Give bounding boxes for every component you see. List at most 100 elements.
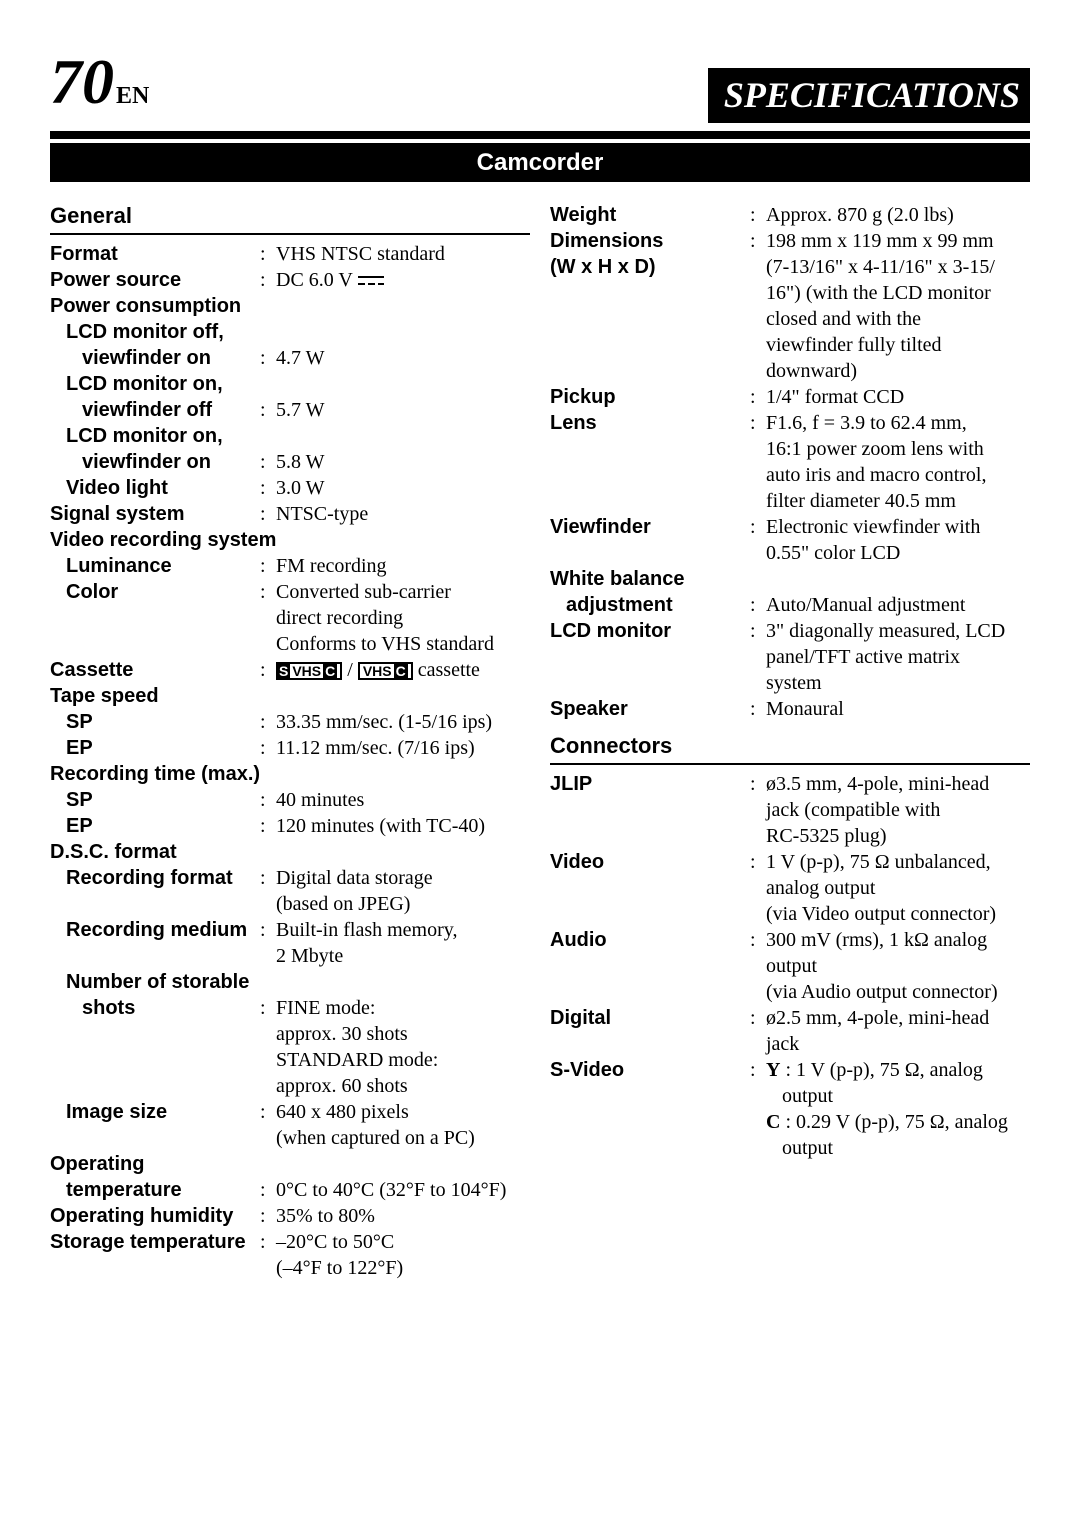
- value-dimensions-3: 16") (with the LCD monitor: [766, 280, 1030, 306]
- page-title: SPECIFICATIONS: [708, 68, 1030, 123]
- value-image-size-1: 640 x 480 pixels: [276, 1099, 530, 1125]
- value-lens-2: 16:1 power zoom lens with: [766, 436, 1030, 462]
- value-jlip-2: jack (compatible with: [766, 797, 1030, 823]
- value-weight: Approx. 870 g (2.0 lbs): [766, 202, 1030, 228]
- label-lcd-on-vf-off-1: LCD monitor on,: [66, 371, 546, 397]
- value-lens-1: F1.6, f = 3.9 to 62.4 mm,: [766, 410, 1030, 436]
- label-color: Color: [66, 579, 260, 605]
- label-ep: EP: [66, 735, 260, 761]
- value-dimensions-2: (7-13/16" x 4-11/16" x 3-15/: [766, 254, 1030, 280]
- label-dimensions-1: Dimensions: [550, 228, 750, 254]
- value-video-1: 1 V (p-p), 75 Ω unbalanced,: [766, 849, 1030, 875]
- value-rec-format-2: (based on JPEG): [276, 891, 530, 917]
- label-storage-temp: Storage temperature: [50, 1229, 260, 1255]
- value-dimensions-6: downward): [766, 358, 1030, 384]
- left-column: General Format:VHS NTSC standard Power s…: [50, 192, 530, 1281]
- right-column: Weight:Approx. 870 g (2.0 lbs) Dimension…: [550, 192, 1030, 1281]
- value-color-1: Converted sub-carrier: [276, 579, 530, 605]
- value-num-shots-3: STANDARD mode:: [276, 1047, 530, 1073]
- label-audio: Audio: [550, 927, 750, 953]
- value-lcd-monitor-2: panel/TFT active matrix: [766, 644, 1030, 670]
- value-digital-1: ø2.5 mm, 4-pole, mini-head: [766, 1005, 1030, 1031]
- label-lcd-on-vf-off-2: viewfinder off: [82, 397, 260, 423]
- label-power-consumption: Power consumption: [50, 293, 530, 319]
- label-format: Format: [50, 241, 260, 267]
- label-dimensions-2: (W x H x D): [550, 254, 750, 280]
- value-format: VHS NTSC standard: [276, 241, 530, 267]
- value-luminance: FM recording: [276, 553, 530, 579]
- value-wb: Auto/Manual adjustment: [766, 592, 1030, 618]
- value-rec-medium-1: Built-in flash memory,: [276, 917, 530, 943]
- value-num-shots-2: approx. 30 shots: [276, 1021, 530, 1047]
- value-digital-2: jack: [766, 1031, 1030, 1057]
- value-color-3: Conforms to VHS standard: [276, 631, 530, 657]
- label-dsc-format: D.S.C. format: [50, 839, 530, 865]
- value-lcd-on-vf-off: 5.7 W: [276, 397, 530, 423]
- value-power-source: DC 6.0 V: [276, 267, 530, 293]
- label-lens: Lens: [550, 410, 750, 436]
- value-video-2: analog output: [766, 875, 1030, 901]
- value-jlip-1: ø3.5 mm, 4-pole, mini-head: [766, 771, 1030, 797]
- label-sp: SP: [66, 709, 260, 735]
- label-rt-ep: EP: [66, 813, 260, 839]
- value-storage-temp-2: (–4°F to 122°F): [276, 1255, 530, 1281]
- label-rt-sp: SP: [66, 787, 260, 813]
- value-signal-system: NTSC-type: [276, 501, 530, 527]
- label-svideo: S-Video: [550, 1057, 750, 1083]
- dc-symbol-icon: [358, 275, 384, 287]
- label-luminance: Luminance: [66, 553, 260, 579]
- label-pickup: Pickup: [550, 384, 750, 410]
- value-dimensions-5: viewfinder fully tilted: [766, 332, 1030, 358]
- value-svideo-c: C : 0.29 V (p-p), 75 Ω, analog: [766, 1109, 1030, 1135]
- label-viewfinder: Viewfinder: [550, 514, 750, 540]
- heading-connectors: Connectors: [550, 732, 1030, 765]
- label-lcd-off-vf-on-2: viewfinder on: [82, 345, 260, 371]
- value-audio-2: output: [766, 953, 1030, 979]
- value-pickup: 1/4" format CCD: [766, 384, 1030, 410]
- label-cassette: Cassette: [50, 657, 260, 683]
- value-image-size-2: (when captured on a PC): [276, 1125, 530, 1151]
- value-rt-ep: 120 minutes (with TC-40): [276, 813, 530, 839]
- label-wb-2: adjustment: [566, 592, 750, 618]
- value-num-shots-4: approx. 60 shots: [276, 1073, 530, 1099]
- svhs-logo-icon: SVHSC: [276, 662, 342, 680]
- value-viewfinder-2: 0.55" color LCD: [766, 540, 1030, 566]
- value-lcd-on-vf-on: 5.8 W: [276, 449, 530, 475]
- value-speaker: Monaural: [766, 696, 1030, 722]
- value-op-humidity: 35% to 80%: [276, 1203, 530, 1229]
- label-lcd-off-vf-on-1: LCD monitor off,: [66, 319, 546, 345]
- page-number: 70EN: [50, 40, 149, 123]
- value-ep: 11.12 mm/sec. (7/16 ips): [276, 735, 530, 761]
- label-op-temp-2: temperature: [66, 1177, 260, 1203]
- label-weight: Weight: [550, 202, 750, 228]
- page-number-suffix: EN: [116, 83, 149, 109]
- value-lens-4: filter diameter 40.5 mm: [766, 488, 1030, 514]
- value-rec-format-1: Digital data storage: [276, 865, 530, 891]
- value-viewfinder-1: Electronic viewfinder with: [766, 514, 1030, 540]
- vhs-logo-icon: VHSC: [358, 662, 413, 680]
- value-op-temp: 0°C to 40°C (32°F to 104°F): [276, 1177, 530, 1203]
- value-storage-temp-1: –20°C to 50°C: [276, 1229, 530, 1255]
- label-signal-system: Signal system: [50, 501, 260, 527]
- value-rec-medium-2: 2 Mbyte: [276, 943, 530, 969]
- value-num-shots-1: FINE mode:: [276, 995, 530, 1021]
- page-number-digits: 70: [50, 46, 114, 117]
- value-video-light: 3.0 W: [276, 475, 530, 501]
- value-svideo-c-output: output: [782, 1135, 1030, 1161]
- value-cassette: SVHSC / VHSC cassette: [276, 657, 530, 683]
- label-num-shots-1: Number of storable: [66, 969, 546, 995]
- label-video: Video: [550, 849, 750, 875]
- label-num-shots-2: shots: [82, 995, 260, 1021]
- value-audio-1: 300 mV (rms), 1 kΩ analog: [766, 927, 1030, 953]
- label-wb-1: White balance: [550, 566, 1030, 592]
- heading-general: General: [50, 202, 530, 235]
- value-lcd-monitor-3: system: [766, 670, 1030, 696]
- value-color-2: direct recording: [276, 605, 530, 631]
- label-power-source: Power source: [50, 267, 260, 293]
- value-jlip-3: RC-5325 plug): [766, 823, 1030, 849]
- label-lcd-on-vf-on-1: LCD monitor on,: [66, 423, 546, 449]
- value-dimensions-1: 198 mm x 119 mm x 99 mm: [766, 228, 1030, 254]
- label-video-rec-system: Video recording system: [50, 527, 530, 553]
- label-video-light: Video light: [66, 475, 260, 501]
- value-lcd-monitor-1: 3" diagonally measured, LCD: [766, 618, 1030, 644]
